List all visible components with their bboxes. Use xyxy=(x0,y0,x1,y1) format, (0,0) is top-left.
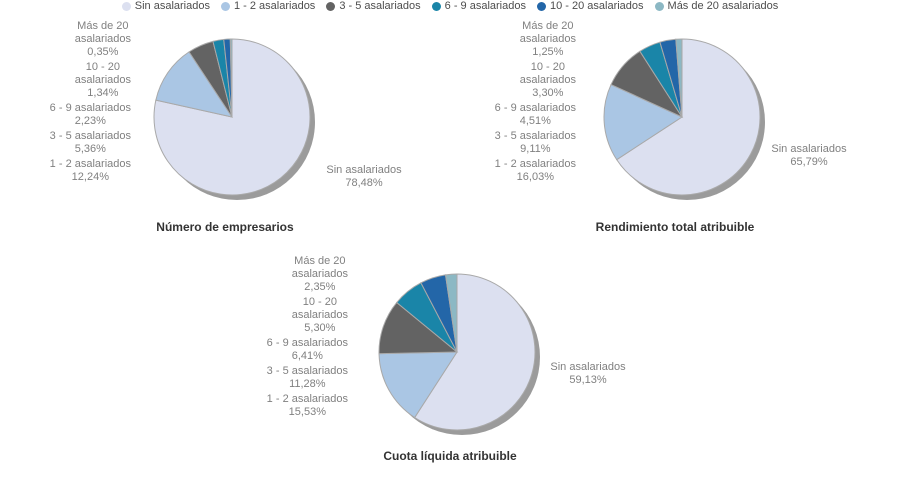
legend-item-3-5-asalariados[interactable]: 3 - 5 asalariados xyxy=(326,0,421,12)
callout-label-sin-asalariados: Sin asalariados 78,48% xyxy=(326,164,402,189)
callout-label-3-5-asalariados: 3 - 5 asalariados 5,36% xyxy=(49,130,131,155)
callout-labels-left: Más de 20 asalariados 1,25% 10 - 20 asalaria… xyxy=(495,20,576,186)
pie-slice-1-2-asalariados[interactable] xyxy=(378,351,458,419)
legend-item-m-s-de-20-asalariados[interactable]: Más de 20 asalariados xyxy=(654,0,779,12)
callout-label-10-20-asalariados: 10 - 20 asalariados 1,34% xyxy=(74,61,131,99)
legend-dot-6-9-asalariados xyxy=(431,1,441,11)
legend-label: Más de 20 asalariados xyxy=(667,0,779,12)
callout-label-1-2-asalariados: 1 - 2 asalariados 15,53% xyxy=(266,393,348,418)
pie xyxy=(592,27,772,207)
callout-labels-left: Más de 20 asalariados 0,35% 10 - 20 asalaria… xyxy=(50,20,131,186)
legend-label: 3 - 5 asalariados xyxy=(339,0,421,12)
legend-label: 1 - 2 asalariados xyxy=(233,0,316,12)
legend-label: 6 - 9 asalariados xyxy=(444,0,526,12)
callout-label-1-2-asalariados: 1 - 2 asalariados 16,03% xyxy=(494,158,576,183)
chart-title: Cuota líquida atribuible xyxy=(383,449,517,463)
legend-item-10-20-asalariados[interactable]: 10 - 20 asalariados xyxy=(536,0,644,12)
pie-slice-sin-asalariados[interactable] xyxy=(413,273,536,431)
legend-item-sin-asalariados[interactable]: Sin asalariados xyxy=(121,0,210,12)
callout-label-m-s-de-20-asalariados: Más de 20 asalariados 2,35% xyxy=(291,255,348,293)
pie-slice-1-2-asalariados[interactable] xyxy=(603,83,684,161)
callout-labels-left: Más de 20 asalariados 2,35% 10 - 20 asalaria… xyxy=(267,255,348,421)
callout-label-6-9-asalariados: 6 - 9 asalariados 2,23% xyxy=(49,102,131,127)
callout-label-6-9-asalariados: 6 - 9 asalariados 6,41% xyxy=(266,337,348,362)
callout-label-3-5-asalariados: 3 - 5 asalariados 9,11% xyxy=(494,130,576,155)
legend-dot-3-5-asalariados xyxy=(326,1,336,11)
callout-label-sin-asalariados: Sin asalariados 59,13% xyxy=(550,361,626,386)
pie-slice-sin-asalariados[interactable] xyxy=(616,38,761,196)
chart-title: Número de empresarios xyxy=(156,220,294,234)
legend-label: 10 - 20 asalariados xyxy=(549,0,644,12)
legend-dot-sin-asalariados xyxy=(121,1,131,11)
legend-item-6-9-asalariados[interactable]: 6 - 9 asalariados xyxy=(431,0,526,12)
legend-label: Sin asalariados xyxy=(134,0,210,12)
callout-label-10-20-asalariados: 10 - 20 asalariados 3,30% xyxy=(519,61,576,99)
legend-dot-10-20-asalariados xyxy=(536,1,546,11)
pie-slice-m-s-de-20-asalariados[interactable] xyxy=(444,273,458,353)
callout-label-3-5-asalariados: 3 - 5 asalariados 11,28% xyxy=(266,365,348,390)
pie-slice-m-s-de-20-asalariados[interactable] xyxy=(675,38,683,118)
callout-label-10-20-asalariados: 10 - 20 asalariados 5,30% xyxy=(291,296,348,334)
callout-label-6-9-asalariados: 6 - 9 asalariados 4,51% xyxy=(494,102,576,127)
chart-rendimiento-total-atribuible: Más de 20 asalariados 1,25% 10 - 20 asalaria… xyxy=(450,0,900,250)
callout-label-sin-asalariados: Sin asalariados 65,79% xyxy=(771,143,847,168)
pie-slice-1-2-asalariados[interactable] xyxy=(155,51,234,118)
callout-label-1-2-asalariados: 1 - 2 asalariados 12,24% xyxy=(49,158,131,183)
legend-item-1-2-asalariados[interactable]: 1 - 2 asalariados xyxy=(220,0,316,12)
pie xyxy=(142,27,322,207)
legend-dot-m-s-de-20-asalariados xyxy=(654,1,664,11)
callout-label-m-s-de-20-asalariados: Más de 20 asalariados 0,35% xyxy=(74,20,131,58)
pie xyxy=(367,262,547,442)
chart-numero-de-empresarios: Más de 20 asalariados 0,35% 10 - 20 asalaria… xyxy=(0,0,450,250)
chart-title: Rendimiento total atribuible xyxy=(595,220,755,234)
chart-cuota-liquida-atribuible: Más de 20 asalariados 2,35% 10 - 20 asalaria… xyxy=(225,250,675,500)
callout-label-m-s-de-20-asalariados: Más de 20 asalariados 1,25% xyxy=(519,20,576,58)
legend: Sin asalariados 1 - 2 asalariados 3 - 5 as… xyxy=(0,0,900,12)
legend-dot-1-2-asalariados xyxy=(220,1,230,11)
pie-slice-m-s-de-20-asalariados[interactable] xyxy=(229,38,233,118)
